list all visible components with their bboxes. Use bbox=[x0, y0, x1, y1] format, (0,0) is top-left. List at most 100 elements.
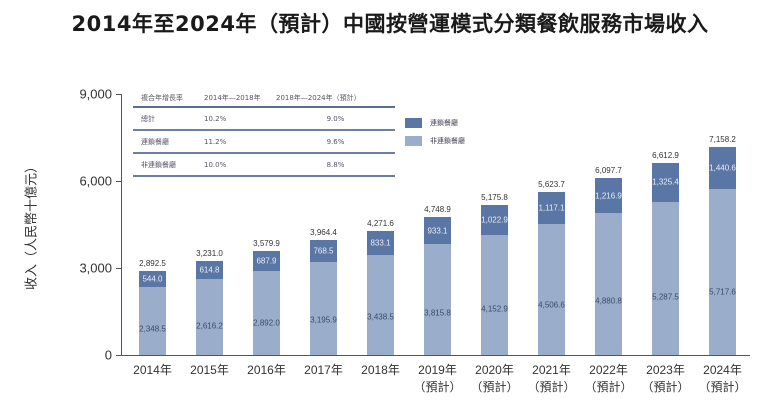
x-tick-label: 2014年 bbox=[133, 363, 172, 377]
stacked-bar: 544.0 2,348.5 2,892.5 bbox=[139, 259, 166, 355]
bar-segment-chain bbox=[310, 240, 337, 263]
x-tick-label: 2017年 bbox=[304, 363, 343, 377]
value-label-chain: 833.1 bbox=[370, 238, 391, 248]
value-label-nonchain: 4,880.8 bbox=[595, 296, 622, 306]
stacked-bar: 614.8 2,616.2 3,231.0 bbox=[196, 249, 223, 355]
bar-segment-nonchain bbox=[652, 201, 679, 355]
y-tick-mark bbox=[116, 355, 121, 356]
bar-segment-chain bbox=[709, 147, 736, 190]
cagr-value: 10.2% bbox=[204, 114, 227, 123]
y-axis-label: 收入（人民幣十億元） bbox=[24, 159, 40, 291]
value-label-nonchain: 2,616.2 bbox=[196, 321, 223, 331]
value-label-total: 3,964.4 bbox=[310, 228, 337, 238]
cagr-row-label: 總計 bbox=[141, 114, 155, 123]
x-tick-label: 2018年 bbox=[361, 363, 400, 377]
stacked-bar: 1,117.1 4,506.6 5,623.7 bbox=[538, 180, 565, 355]
value-label-total: 5,175.8 bbox=[481, 192, 508, 202]
value-label-total: 6,612.9 bbox=[652, 151, 679, 161]
value-label-total: 7,158.2 bbox=[709, 135, 736, 145]
value-label-total: 2,892.5 bbox=[139, 259, 166, 269]
cagr-value: 9.0% bbox=[326, 114, 345, 123]
bar-segment-chain bbox=[253, 251, 280, 272]
value-label-chain: 1,022.9 bbox=[481, 215, 508, 225]
value-label-chain: 1,325.4 bbox=[652, 177, 679, 187]
cagr-table: 複合年增長率 2014年—2018年 2018年—2024年（預計） 總計 10… bbox=[133, 90, 395, 177]
bar-segment-chain bbox=[367, 231, 394, 256]
cagr-row-nonchain: 非連鎖餐廳 10.0% 8.8% bbox=[133, 154, 395, 177]
legend: 連鎖餐廳 非連鎖餐廳 bbox=[405, 114, 465, 150]
bar-segment-nonchain bbox=[538, 224, 565, 355]
x-tick-label: 2020年 （預計） bbox=[470, 363, 519, 394]
stacked-bar: 768.5 3,195.9 3,964.4 bbox=[310, 228, 337, 355]
y-tick-mark bbox=[116, 181, 121, 182]
value-label-chain: 933.1 bbox=[427, 226, 448, 236]
bar-segment-chain bbox=[139, 271, 166, 287]
x-tick-label: 2021年 （預計） bbox=[527, 363, 576, 394]
cagr-value: 9.6% bbox=[326, 137, 345, 146]
x-tick-label: 2019年 （預計） bbox=[413, 363, 462, 394]
value-label-chain: 1,216.9 bbox=[595, 191, 622, 201]
x-tick-label: 2016年 bbox=[247, 363, 286, 377]
bar-segment-nonchain bbox=[367, 255, 394, 355]
bar-segment-chain bbox=[424, 217, 451, 245]
stacked-bar: 833.1 3,438.5 4,271.6 bbox=[367, 219, 394, 355]
cagr-row-label: 連鎖餐廳 bbox=[141, 137, 169, 146]
cagr-row-chain: 連鎖餐廳 11.2% 9.6% bbox=[133, 131, 395, 154]
value-label-chain: 768.5 bbox=[313, 246, 334, 256]
stacked-bar: 1,216.9 4,880.8 6,097.7 bbox=[595, 166, 622, 355]
value-label-nonchain: 3,815.8 bbox=[424, 308, 451, 318]
x-axis-line bbox=[121, 355, 750, 356]
cagr-row-total: 總計 10.2% 9.0% bbox=[133, 108, 395, 131]
value-label-total: 6,097.7 bbox=[595, 166, 622, 176]
value-label-total: 5,623.7 bbox=[538, 179, 565, 189]
value-label-nonchain: 5,717.6 bbox=[709, 287, 736, 297]
value-label-total: 4,271.6 bbox=[367, 219, 394, 229]
bar-segment-chain bbox=[538, 191, 565, 225]
cagr-value: 8.8% bbox=[326, 160, 345, 169]
y-tick-mark bbox=[116, 268, 121, 269]
cagr-header: 2018年—2024年（預計） bbox=[276, 94, 361, 102]
value-label-nonchain: 4,506.6 bbox=[538, 300, 565, 310]
stacked-bar: 1,022.9 4,152.9 5,175.8 bbox=[481, 193, 508, 355]
value-label-chain: 544.0 bbox=[142, 274, 163, 284]
cagr-header-row: 複合年增長率 2014年—2018年 2018年—2024年（預計） bbox=[133, 90, 395, 108]
y-tick-0: 0 bbox=[104, 347, 112, 363]
bar-segment-nonchain bbox=[595, 213, 622, 355]
cagr-value: 11.2% bbox=[204, 137, 227, 146]
value-label-nonchain: 3,195.9 bbox=[310, 315, 337, 325]
bar-segment-nonchain bbox=[253, 271, 280, 355]
y-tick-3000: 3,000 bbox=[79, 260, 112, 276]
stacked-bar: 933.1 3,815.8 4,748.9 bbox=[424, 205, 451, 355]
x-tick-label: 2023年 （預計） bbox=[641, 363, 690, 394]
cagr-value: 10.0% bbox=[204, 160, 227, 169]
value-label-chain: 1,117.1 bbox=[538, 203, 565, 213]
cagr-header: 2014年—2018年 bbox=[204, 94, 261, 102]
value-label-chain: 687.9 bbox=[256, 256, 277, 266]
chart-title: 2014年至2024年（預計）中國按營運模式分類餐飲服務市場收入 bbox=[71, 12, 709, 36]
value-label-chain: 614.8 bbox=[199, 265, 220, 275]
bar-segment-chain bbox=[196, 261, 223, 280]
value-label-total: 3,231.0 bbox=[196, 249, 223, 259]
bar-segment-chain bbox=[595, 178, 622, 214]
y-tick-6000: 6,000 bbox=[79, 173, 112, 189]
stacked-bar: 1,325.4 5,287.5 6,612.9 bbox=[652, 151, 679, 355]
y-axis-line bbox=[121, 94, 122, 355]
bar-segment-nonchain bbox=[424, 244, 451, 355]
x-tick-label: 2022年 （預計） bbox=[584, 363, 633, 394]
bar-segment-nonchain bbox=[310, 262, 337, 355]
legend-label: 非連鎖餐廳 bbox=[430, 137, 465, 145]
bar-segment-chain bbox=[652, 163, 679, 202]
legend-swatch bbox=[405, 118, 422, 128]
bar-segment-nonchain bbox=[709, 189, 736, 355]
value-label-nonchain: 5,287.5 bbox=[652, 292, 679, 302]
bar-segment-nonchain bbox=[481, 234, 508, 355]
y-tick-mark bbox=[116, 94, 121, 95]
legend-swatch bbox=[405, 136, 422, 146]
value-label-nonchain: 3,438.5 bbox=[367, 312, 394, 322]
x-tick-label: 2015年 bbox=[190, 363, 229, 377]
bar-segment-nonchain bbox=[139, 286, 166, 355]
legend-item-chain: 連鎖餐廳 bbox=[405, 114, 465, 132]
value-label-chain: 1,440.6 bbox=[709, 163, 736, 173]
legend-label: 連鎖餐廳 bbox=[430, 119, 458, 127]
bar-segment-chain bbox=[481, 204, 508, 235]
